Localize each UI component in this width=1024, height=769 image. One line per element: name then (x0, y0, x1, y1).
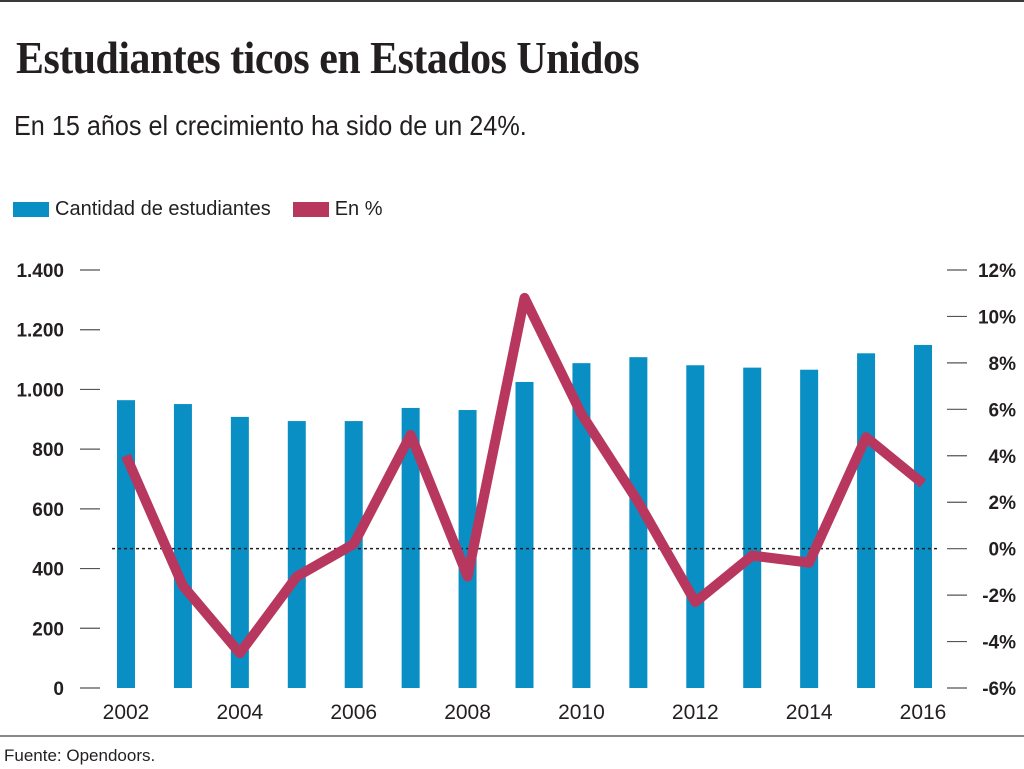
right-axis-tick-label: 10% (978, 307, 1016, 328)
bar-2009 (515, 381, 534, 688)
chart-title: Estudiantes ticos en Estados Unidos (16, 33, 640, 83)
bar-2006 (344, 421, 363, 688)
right-axis-tick-label: -2% (982, 586, 1016, 607)
left-axis-tick-label: 800 (32, 440, 64, 461)
right-axis-tick-label: 12% (978, 261, 1016, 282)
right-axis-tick-label: 0% (989, 540, 1017, 561)
x-axis-tick-label: 2014 (786, 701, 833, 724)
right-axis-tick-label: -4% (982, 633, 1016, 654)
bar-2007 (401, 407, 420, 688)
right-axis: -6% -4% -2% 0% 2% 4% 6% 8% 10% 12% (947, 261, 1016, 700)
right-axis-tick-label: 6% (989, 400, 1017, 421)
right-axis-tick-label: 4% (989, 447, 1017, 468)
x-axis-tick-label: 2012 (672, 701, 719, 724)
legend-item-percent: En % (292, 198, 383, 221)
x-axis-tick-label: 2008 (444, 701, 491, 724)
left-axis-tick-label: 1.200 (16, 321, 64, 342)
bar-2014 (800, 369, 819, 688)
x-axis: 2002 2004 2006 2008 2010 2012 2014 2016 (103, 701, 947, 724)
bar-2011 (629, 357, 648, 688)
left-axis-tick-label: 200 (32, 619, 64, 640)
left-axis: 0 200 400 600 800 1.000 1.200 1.400 (16, 261, 100, 700)
bar-2012 (686, 365, 705, 688)
bar-series (117, 344, 932, 688)
bar-2013 (743, 367, 762, 688)
bar-2016 (914, 344, 932, 688)
right-axis-tick-label: 8% (989, 354, 1017, 375)
x-axis-tick-label: 2006 (330, 701, 377, 724)
bottom-rule (0, 735, 1024, 737)
bar-2003 (173, 404, 192, 688)
legend-label-percent: En % (334, 198, 383, 220)
legend-label-students: Cantidad de estudiantes (55, 198, 271, 220)
legend-item-students: Cantidad de estudiantes (13, 198, 271, 221)
right-axis-tick-label: 2% (989, 493, 1017, 514)
bar-2010 (572, 363, 591, 688)
left-axis-tick-label: 600 (32, 500, 64, 521)
bar-2004 (230, 416, 249, 688)
left-axis-tick-label: 0 (53, 679, 64, 700)
source-note: Fuente: Opendoors. (4, 746, 156, 765)
x-axis-tick-label: 2002 (103, 701, 150, 724)
top-rule (0, 0, 1024, 2)
legend: Cantidad de estudiantes En % (13, 198, 405, 221)
bar-2005 (287, 421, 306, 688)
legend-swatch-students (13, 202, 49, 217)
legend-swatch-percent (292, 202, 329, 217)
percent-line-series (121, 292, 927, 659)
bar-2015 (857, 353, 876, 688)
bar-2002 (117, 400, 135, 688)
x-axis-tick-label: 2016 (900, 701, 947, 724)
right-axis-tick-label: -6% (982, 679, 1016, 700)
x-axis-tick-label: 2004 (216, 701, 263, 724)
left-axis-tick-label: 1.400 (16, 261, 64, 282)
chart-subtitle: En 15 años el crecimiento ha sido de un … (14, 110, 527, 141)
x-axis-tick-label: 2010 (558, 701, 605, 724)
left-axis-tick-label: 1.000 (16, 380, 64, 401)
left-axis-tick-label: 400 (32, 560, 64, 581)
